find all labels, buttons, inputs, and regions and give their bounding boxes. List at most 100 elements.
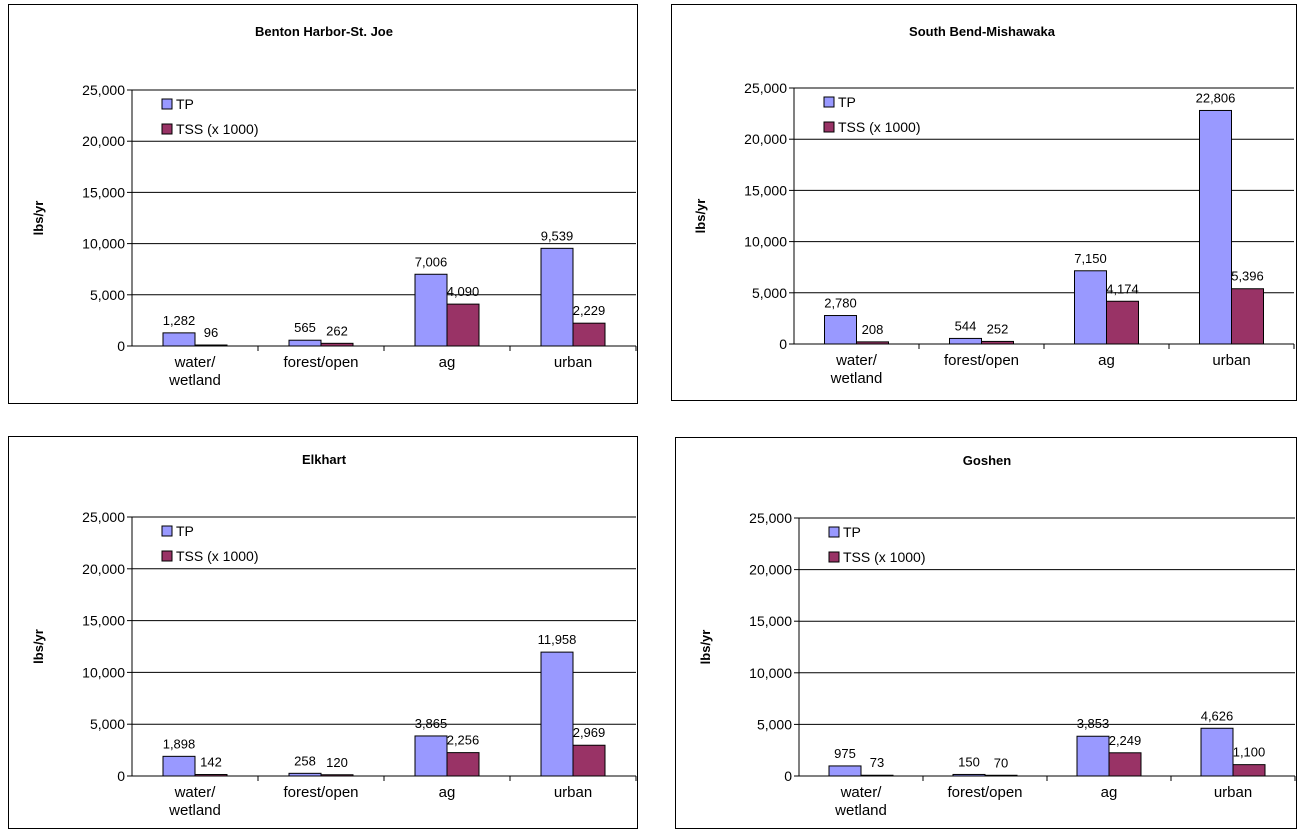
y-tick-label: 15,000 — [82, 613, 125, 629]
y-tick-label: 20,000 — [82, 133, 125, 149]
y-tick-label: 10,000 — [82, 664, 125, 680]
y-tick-label: 25,000 — [82, 509, 125, 525]
bar-tss — [446, 752, 480, 777]
bar-tp — [1076, 735, 1110, 777]
legend-swatch-tss — [161, 550, 173, 562]
data-label-tss: 142 — [200, 755, 222, 770]
bar-tss — [446, 303, 480, 347]
data-label-tp: 3,865 — [415, 716, 448, 731]
y-tick-label: 20,000 — [82, 561, 125, 577]
bar-tp — [288, 339, 322, 347]
legend-label-tp: TP — [838, 94, 856, 110]
data-label-tp: 150 — [958, 754, 980, 769]
data-label-tss: 5,396 — [1231, 269, 1264, 284]
x-category-label: ag — [439, 354, 456, 371]
bar-tss — [1108, 752, 1142, 777]
bar-tp — [1200, 727, 1234, 777]
bar-tss — [572, 322, 606, 347]
bar-tss — [1106, 300, 1139, 345]
bar-tss — [984, 774, 1018, 777]
data-label-tss: 252 — [987, 321, 1009, 336]
bar-tp — [288, 772, 322, 777]
data-label-tp: 1,898 — [163, 736, 196, 751]
bar-tp — [949, 337, 982, 345]
y-tick-label: 0 — [117, 338, 125, 354]
data-label-tp: 975 — [834, 746, 856, 761]
data-label-tss: 4,174 — [1106, 281, 1139, 296]
bar-tp — [1199, 109, 1232, 345]
x-category-label: forest/open — [283, 354, 358, 371]
legend-label-tss: TSS (x 1000) — [843, 549, 925, 565]
x-category-label: urban — [554, 354, 592, 371]
legend-label-tss: TSS (x 1000) — [176, 548, 258, 564]
y-tick-label: 0 — [779, 336, 787, 352]
x-category-label: urban — [1214, 784, 1252, 801]
y-tick-label: 15,000 — [749, 613, 792, 629]
y-tick-label: 10,000 — [82, 236, 125, 252]
data-label-tss: 2,249 — [1109, 733, 1142, 748]
legend-label-tss: TSS (x 1000) — [176, 121, 258, 137]
data-label-tp: 544 — [955, 318, 977, 333]
chart-title: South Bend-Mishawaka — [909, 24, 1056, 39]
x-category-label: water/ — [174, 784, 217, 801]
bar-tp — [824, 315, 857, 345]
bar-tp — [952, 773, 986, 777]
bar-tp — [414, 273, 448, 347]
y-tick-label: 10,000 — [744, 234, 787, 250]
data-label-tss: 1,100 — [1233, 745, 1266, 760]
legend-label-tp: TP — [176, 96, 194, 112]
data-label-tss: 208 — [862, 322, 884, 337]
y-tick-label: 15,000 — [82, 184, 125, 200]
data-label-tss: 2,969 — [573, 725, 606, 740]
x-category-label: wetland — [834, 802, 887, 819]
data-label-tp: 565 — [294, 320, 316, 335]
data-label-tp: 7,006 — [415, 254, 448, 269]
legend-swatch-tp — [161, 525, 173, 537]
x-category-label: water/ — [840, 784, 883, 801]
y-tick-label: 0 — [784, 768, 792, 784]
y-tick-label: 15,000 — [744, 182, 787, 198]
bar-chart: South Bend-Mishawaka 0 5,000 10,000 15,000 20… — [693, 24, 1295, 387]
y-tick-label: 20,000 — [744, 131, 787, 147]
data-label-tp: 9,539 — [541, 228, 574, 243]
bar-chart: Benton Harbor-St. Joe 0 5,000 10,000 15,000 2… — [31, 24, 637, 389]
y-axis-label: lbs/yr — [698, 630, 713, 665]
data-label-tp: 1,282 — [163, 313, 196, 328]
y-tick-label: 25,000 — [749, 510, 792, 526]
x-category-label: wetland — [830, 370, 883, 387]
data-label-tss: 120 — [326, 755, 348, 770]
data-label-tp: 11,958 — [538, 632, 577, 647]
y-tick-label: 5,000 — [757, 716, 792, 732]
bar-tss — [572, 744, 606, 777]
data-label-tss: 2,229 — [573, 303, 606, 318]
y-tick-label: 5,000 — [752, 285, 787, 301]
y-tick-label: 5,000 — [90, 287, 125, 303]
chart-panel-benton-harbor: Benton Harbor-St. Joe 0 5,000 10,000 15,000 2… — [8, 4, 638, 404]
bar-chart: Elkhart 0 5,000 10,000 15,000 20,000 25,000 lbs… — [31, 452, 637, 819]
bar-tp — [1074, 270, 1107, 345]
x-category-label: water/ — [835, 352, 878, 369]
x-category-label: urban — [1212, 352, 1250, 369]
bar-tss — [981, 340, 1014, 345]
legend-label-tp: TP — [176, 523, 194, 539]
bar-tss — [860, 774, 894, 777]
y-tick-label: 25,000 — [82, 82, 125, 98]
bar-chart: Goshen 0 5,000 10,000 15,000 20,000 25,000 lbs/… — [698, 453, 1296, 819]
x-category-label: water/ — [174, 354, 217, 371]
chart-title: Benton Harbor-St. Joe — [255, 24, 393, 39]
data-label-tss: 4,090 — [447, 284, 480, 299]
data-label-tss: 262 — [326, 323, 348, 338]
data-label-tp: 22,806 — [1196, 90, 1236, 105]
data-label-tss: 96 — [204, 325, 218, 340]
bar-tp — [162, 755, 196, 777]
data-label-tp: 2,780 — [824, 296, 857, 311]
bar-tp — [540, 247, 574, 347]
x-category-label: wetland — [168, 372, 221, 389]
x-category-label: wetland — [168, 802, 221, 819]
y-tick-label: 20,000 — [749, 562, 792, 578]
bar-tss — [320, 774, 354, 777]
data-label-tp: 258 — [294, 753, 316, 768]
legend-swatch-tp — [823, 96, 835, 108]
data-label-tss: 2,256 — [447, 733, 480, 748]
bar-tss — [1231, 288, 1264, 345]
